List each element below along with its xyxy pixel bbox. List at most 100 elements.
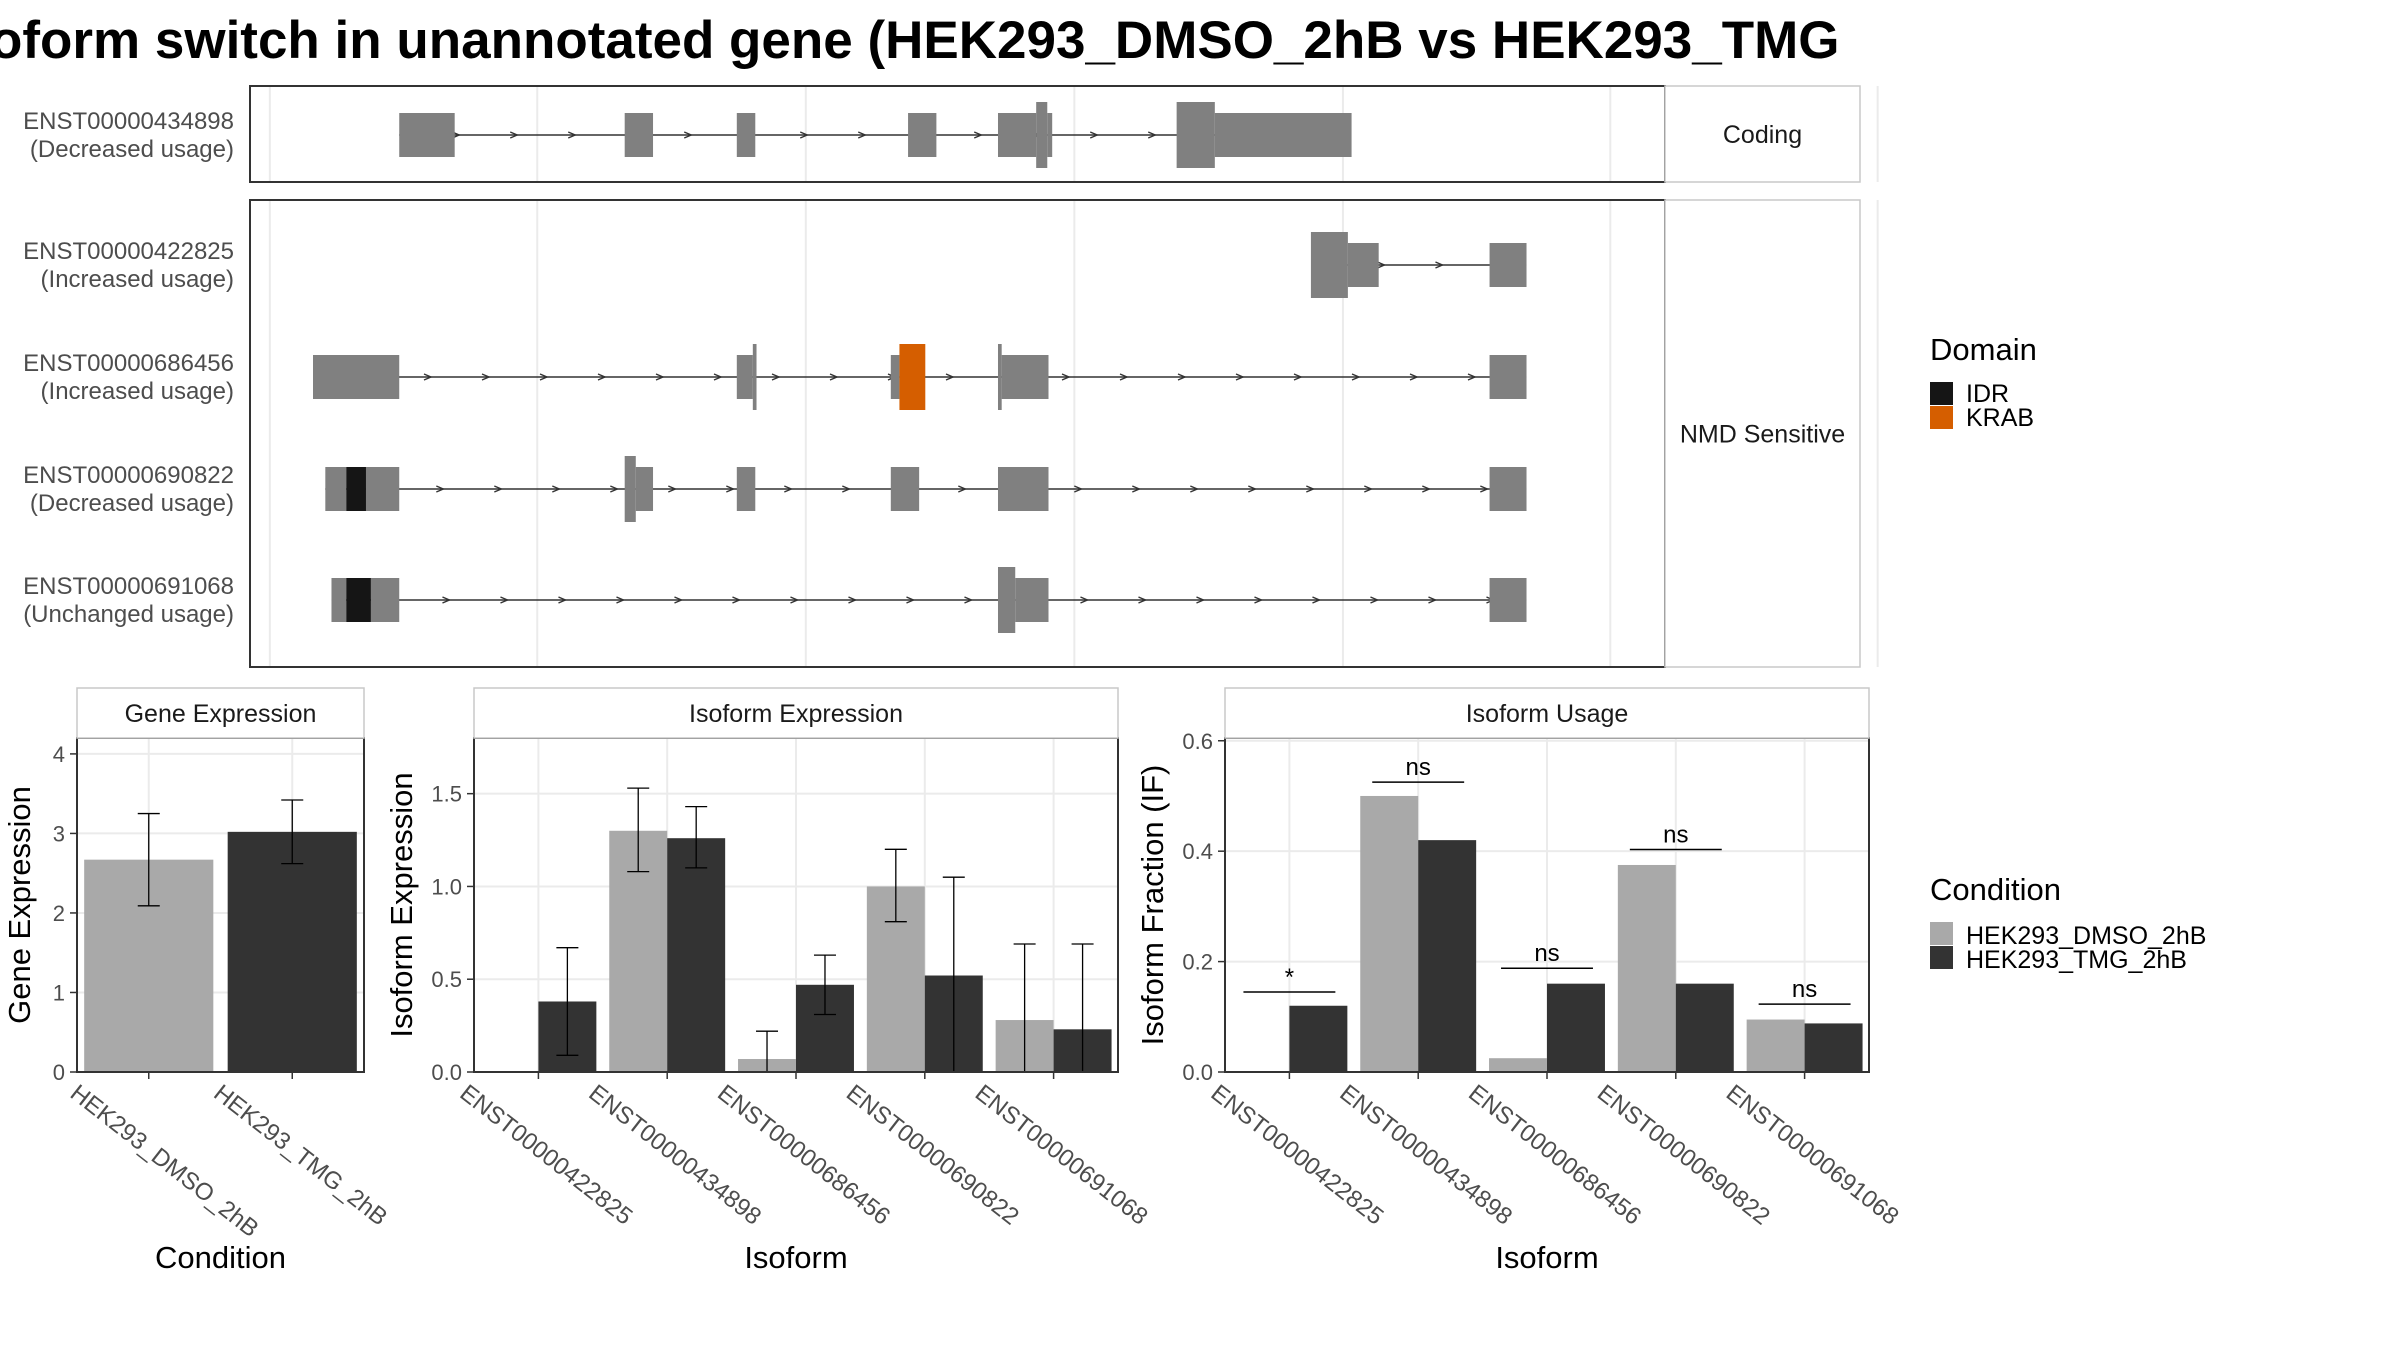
y-tick-label: 0.0 (431, 1060, 462, 1085)
y-tick-label: 2 (53, 901, 65, 926)
domain-idr (346, 467, 366, 511)
bar-chart-0: Gene Expression01234HEK293_DMSO_2hBHEK29… (2, 687, 392, 1275)
significance-marker: * (1243, 964, 1336, 993)
intron-arrow (958, 485, 968, 493)
intron-arrow (1248, 485, 1258, 493)
intron-arrow (964, 596, 974, 604)
significance-marker: ns (1372, 754, 1465, 783)
intron-arrow (597, 373, 607, 381)
intron-arrow (1480, 485, 1490, 493)
y-axis-title: Gene Expression (2, 786, 37, 1024)
x-axis-title: Isoform (744, 1240, 847, 1275)
isoform-usage-label: (Increased usage) (41, 266, 234, 293)
legend-label: HEK293_DMSO_2hB (1966, 922, 2206, 950)
exon (736, 467, 756, 511)
bar (1746, 1019, 1805, 1072)
intron-arrow (771, 373, 781, 381)
legend-item: IDR (1930, 380, 2009, 408)
significance-label: ns (1792, 976, 1817, 1003)
isoform-usage-label: (Decreased usage) (30, 490, 234, 517)
intron-arrow (539, 373, 549, 381)
exon (997, 567, 1016, 633)
intron-arrow (1080, 596, 1090, 604)
intron-arrow (726, 485, 736, 493)
facet-background (250, 200, 1665, 667)
exon (736, 113, 756, 157)
exon (890, 355, 900, 399)
intron-arrow (1306, 485, 1316, 493)
significance-marker: ns (1501, 940, 1593, 969)
intron-arrow (1147, 131, 1158, 139)
domain-krab (899, 344, 926, 410)
intron-arrow (732, 596, 742, 604)
facet-background (250, 86, 1665, 182)
intron-arrow (1138, 596, 1148, 604)
intron-arrow (500, 596, 510, 604)
exon (624, 113, 654, 157)
errorbar (556, 947, 579, 1056)
intron-arrow (1132, 485, 1142, 493)
bar-charts: Gene Expression01234HEK293_DMSO_2hBHEK29… (2, 687, 1904, 1275)
isoform-row: ENST00000422825(Increased usage) (23, 232, 1527, 298)
bar (1804, 1023, 1863, 1072)
errorbar (137, 812, 160, 907)
intron-arrow (567, 131, 578, 139)
bar (1675, 983, 1734, 1072)
intron-arrow (436, 485, 446, 493)
exon (1489, 355, 1527, 399)
y-tick-label: 3 (53, 821, 65, 846)
significance-label: * (1285, 964, 1294, 991)
exon (1015, 578, 1049, 622)
isoform-usage-label: (Increased usage) (41, 378, 234, 405)
intron-arrow (1422, 485, 1432, 493)
exon (752, 344, 757, 410)
x-axis-title: Isoform (1495, 1240, 1598, 1275)
bar (227, 831, 357, 1072)
intron-arrow (674, 596, 684, 604)
intron-arrow (509, 131, 520, 139)
intron-arrow (1177, 373, 1187, 381)
significance-marker: ns (1758, 976, 1851, 1005)
intron-arrow (1089, 131, 1100, 139)
intron-arrow (558, 596, 568, 604)
bar-chart-1: Isoform Expression0.00.51.01.5ENST000004… (384, 687, 1153, 1275)
y-tick-label: 0.5 (431, 967, 462, 992)
intron-arrow (1119, 373, 1129, 381)
isoform-id-label: ENST00000422825 (23, 238, 234, 265)
exon (1310, 232, 1348, 298)
isoform-row: ENST00000691068(Unchanged usage) (23, 567, 1527, 633)
intron-arrow (1409, 373, 1419, 381)
exon (1176, 102, 1215, 168)
significance-label: ns (1534, 940, 1559, 967)
legend-key (1930, 382, 1953, 405)
exon (1489, 578, 1527, 622)
intron-arrow (1467, 373, 1477, 381)
intron-arrow (857, 131, 868, 139)
exon (1001, 355, 1049, 399)
intron-arrow (655, 373, 665, 381)
errorbar (627, 787, 650, 873)
errorbar (685, 806, 708, 869)
facet-strip (1664, 199, 1861, 668)
isoform-row: ENST00000434898(Decreased usage) (23, 102, 1352, 168)
y-tick-label: 0.4 (1182, 839, 1213, 864)
intron-arrow (842, 485, 852, 493)
exon (890, 467, 920, 511)
exon (365, 467, 400, 511)
intron-arrow (1312, 596, 1322, 604)
errorbar (813, 954, 836, 1016)
intron-arrow (668, 485, 678, 493)
y-tick-label: 0.0 (1182, 1060, 1213, 1085)
x-axis-title: Condition (155, 1240, 286, 1275)
exon (1489, 243, 1527, 287)
significance-label: ns (1663, 822, 1688, 849)
intron-arrow (790, 596, 800, 604)
y-tick-label: 0 (53, 1060, 65, 1085)
panel-title: Isoform Usage (1466, 700, 1629, 728)
intron-arrow (945, 373, 955, 381)
bar (1289, 1005, 1348, 1072)
intron-arrow (1235, 373, 1245, 381)
exon (313, 355, 400, 399)
intron-arrow (1196, 596, 1206, 604)
